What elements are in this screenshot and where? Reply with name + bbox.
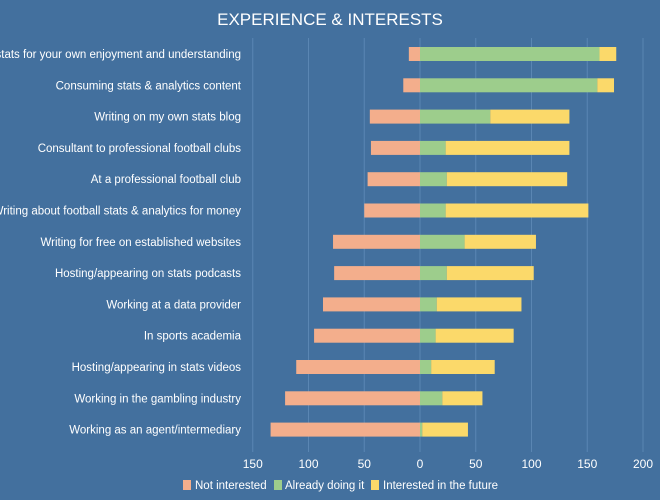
x-tick-label: 50	[358, 457, 372, 471]
x-axis: 150 100 50 0 50 100 150 200	[243, 457, 654, 471]
bar-not-interested	[333, 234, 420, 249]
bar-already-doing-it	[420, 140, 446, 155]
legend-swatch	[183, 480, 191, 490]
legend-label: Not interested	[195, 480, 267, 492]
bar-not-interested	[369, 109, 420, 124]
category-label: Hosting/appearing in stats videos	[72, 362, 242, 374]
bar-interested-in-future	[446, 266, 534, 281]
x-tick-label: 150	[243, 457, 263, 471]
bar-interested-in-future	[435, 328, 514, 343]
bar-interested-in-future	[422, 422, 468, 437]
bar-interested-in-future	[490, 109, 570, 124]
category-label: Consuming stats & analytics content	[56, 80, 242, 92]
bar-interested-in-future	[464, 234, 536, 249]
bar-not-interested	[367, 172, 420, 187]
bar-not-interested	[285, 391, 420, 406]
bar-not-interested	[270, 422, 420, 437]
legend-swatch	[371, 480, 379, 490]
x-tick-label: 100	[298, 457, 318, 471]
bar-already-doing-it	[420, 360, 432, 374]
x-tick-label: 50	[469, 457, 483, 471]
bar-not-interested	[314, 328, 420, 343]
bar-already-doing-it	[420, 109, 491, 124]
bar-not-interested	[408, 47, 420, 61]
x-tick-label: 200	[633, 457, 653, 471]
bar-already-doing-it	[420, 328, 436, 343]
bar-already-doing-it	[420, 266, 447, 281]
bar-already-doing-it	[420, 297, 437, 312]
bar-already-doing-it	[420, 172, 447, 187]
bar-already-doing-it	[420, 47, 600, 61]
bar-not-interested	[364, 203, 420, 218]
x-tick-label: 150	[577, 457, 597, 471]
bar-not-interested	[334, 266, 420, 281]
category-label: Working at a data provider	[106, 299, 241, 311]
category-label: In sports academia	[144, 331, 242, 343]
category-labels: Using stats for your own enjoyment and u…	[0, 49, 242, 437]
category-label: Writing for free on established websites	[41, 237, 242, 249]
bar-already-doing-it	[420, 203, 446, 218]
x-tick-label: 0	[417, 457, 424, 471]
bar-already-doing-it	[420, 78, 598, 93]
category-label: Working in the gambling industry	[74, 393, 241, 405]
bar-interested-in-future	[436, 297, 522, 312]
category-label: Hosting/appearing on stats podcasts	[55, 268, 241, 280]
bar-already-doing-it	[420, 422, 423, 437]
bar-interested-in-future	[597, 78, 615, 93]
bar-not-interested	[322, 297, 420, 312]
category-label: Writing on my own stats blog	[94, 112, 241, 124]
legend: Not interested Already doing it Interested…	[183, 480, 498, 492]
category-label: Working as an agent/intermediary	[69, 425, 241, 437]
bar-not-interested	[296, 360, 420, 374]
legend-swatch	[274, 480, 282, 490]
bar-already-doing-it	[420, 234, 465, 249]
bar-not-interested	[403, 78, 420, 93]
bar-interested-in-future	[446, 172, 568, 187]
bar-interested-in-future	[431, 360, 495, 374]
category-label: Consultant to professional football club…	[38, 143, 242, 155]
x-tick-label: 100	[521, 457, 541, 471]
category-label: Using stats for your own enjoyment and u…	[0, 49, 241, 61]
bar-interested-in-future	[445, 203, 589, 218]
legend-label: Already doing it	[285, 480, 365, 492]
bar-interested-in-future	[442, 391, 483, 406]
bar-not-interested	[370, 140, 420, 155]
bar-interested-in-future	[445, 140, 570, 155]
bar-interested-in-future	[599, 47, 617, 61]
category-label: At a professional football club	[91, 174, 241, 186]
chart-title: EXPERIENCE & INTERESTS	[217, 10, 443, 29]
category-label: Writing about football stats & analytics…	[0, 206, 241, 218]
bars-layer	[270, 47, 617, 437]
legend-label: Interested in the future	[383, 480, 498, 492]
bar-already-doing-it	[420, 391, 443, 406]
